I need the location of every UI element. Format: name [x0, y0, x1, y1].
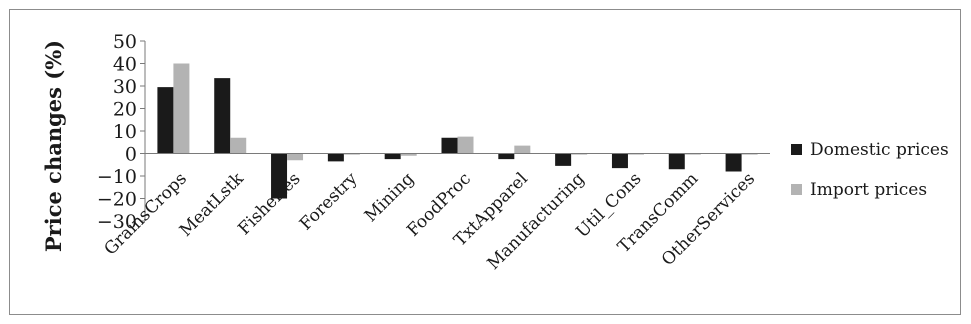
legend-label-import: Import prices	[810, 180, 927, 200]
bar-domestic-otherservices	[725, 153, 742, 172]
y-tick-label: 50	[113, 31, 137, 53]
bar-import-grainscrops	[173, 63, 190, 154]
category-label: Forestry	[296, 169, 362, 235]
bar-import-forestry	[343, 153, 360, 155]
category-label: Fisheries	[234, 169, 304, 239]
bar-import-otherservices	[741, 153, 758, 155]
bar-import-util-cons	[627, 153, 644, 155]
bars	[157, 63, 758, 199]
bar-domestic-mining	[384, 153, 401, 160]
category-label: Mining	[361, 169, 418, 226]
y-tick-label: 40	[113, 54, 137, 76]
legend-label-domestic: Domestic prices	[810, 140, 949, 160]
bar-domestic-transcomm	[668, 153, 685, 170]
chart-frame	[9, 9, 961, 315]
y-axis-title-group: Price changes (%)	[41, 40, 66, 252]
bar-domestic-manufacturing	[555, 153, 572, 166]
bar-domestic-fisheries	[271, 153, 288, 199]
bar-import-manufacturing	[571, 153, 588, 155]
y-tick-label: −20	[97, 189, 137, 211]
bar-domestic-foodproc	[441, 137, 458, 154]
bar-import-meatlstk	[230, 137, 247, 154]
legend-swatch-domestic	[791, 144, 802, 155]
bar-import-mining	[400, 153, 417, 156]
y-tick-label: −30	[97, 211, 137, 233]
bar-import-transcomm	[684, 153, 701, 155]
bar-import-foodproc	[457, 136, 474, 154]
bar-domestic-util-cons	[611, 153, 628, 169]
y-tick-label: 0	[125, 144, 137, 166]
bar-domestic-txtapparel	[498, 153, 515, 160]
bar-import-fisheries	[287, 153, 304, 161]
legend: Domestic prices Import prices	[791, 140, 949, 200]
legend-swatch-import	[791, 184, 802, 195]
bar-import-txtapparel	[514, 145, 531, 154]
y-axis-title: Price changes (%)	[41, 40, 66, 252]
y-tick-label: 20	[113, 99, 137, 121]
y-tick-label: 30	[113, 76, 137, 98]
y-tick-label: 10	[113, 121, 137, 143]
bar-domestic-forestry	[327, 153, 344, 162]
y-tick-label: −10	[97, 166, 137, 188]
bar-domestic-grainscrops	[157, 87, 174, 154]
bar-domestic-meatlstk	[214, 78, 231, 154]
category-label: Manufacturing	[484, 169, 589, 274]
